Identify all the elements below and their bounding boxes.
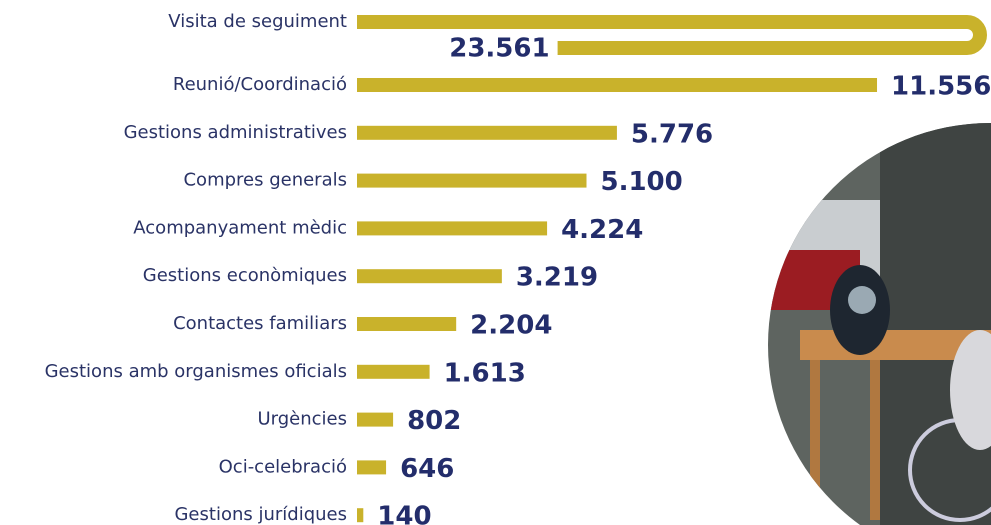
value-label: 23.561: [449, 34, 549, 64]
value-label: 1.613: [444, 358, 526, 388]
value-label: 4.224: [561, 215, 643, 245]
bar: [357, 173, 587, 188]
category-label: Oci-celebració: [219, 456, 347, 477]
category-label: Contactes familiars: [173, 313, 347, 334]
value-label: 5.776: [631, 119, 713, 149]
bar: [357, 508, 364, 523]
bar: [357, 221, 548, 236]
category-label: Gestions econòmiques: [143, 265, 347, 286]
category-label: Gestions amb organismes oficials: [45, 361, 347, 382]
value-label: 11.556: [891, 72, 991, 102]
value-label: 5.100: [601, 167, 683, 197]
bar: [357, 269, 502, 284]
value-label: 3.219: [516, 263, 598, 293]
value-label: 140: [377, 502, 431, 525]
bar: [357, 15, 987, 55]
photo: [768, 123, 991, 525]
bar: [357, 412, 394, 427]
category-label: Compres generals: [183, 170, 347, 191]
category-label: Gestions administratives: [124, 122, 347, 143]
value-label: 646: [400, 454, 454, 484]
category-label: Gestions jurídiques: [174, 504, 347, 525]
value-label: 2.204: [470, 311, 552, 341]
value-label: 802: [407, 406, 461, 436]
bar: [357, 78, 878, 92]
category-label: Visita de seguiment: [168, 11, 347, 32]
bar: [357, 460, 387, 475]
bar: [357, 125, 617, 140]
bar: [357, 317, 457, 331]
bar: [357, 364, 430, 379]
category-label: Urgències: [257, 409, 347, 430]
category-label: Acompanyament mèdic: [133, 217, 347, 238]
category-label: Reunió/Coordinació: [173, 74, 347, 95]
